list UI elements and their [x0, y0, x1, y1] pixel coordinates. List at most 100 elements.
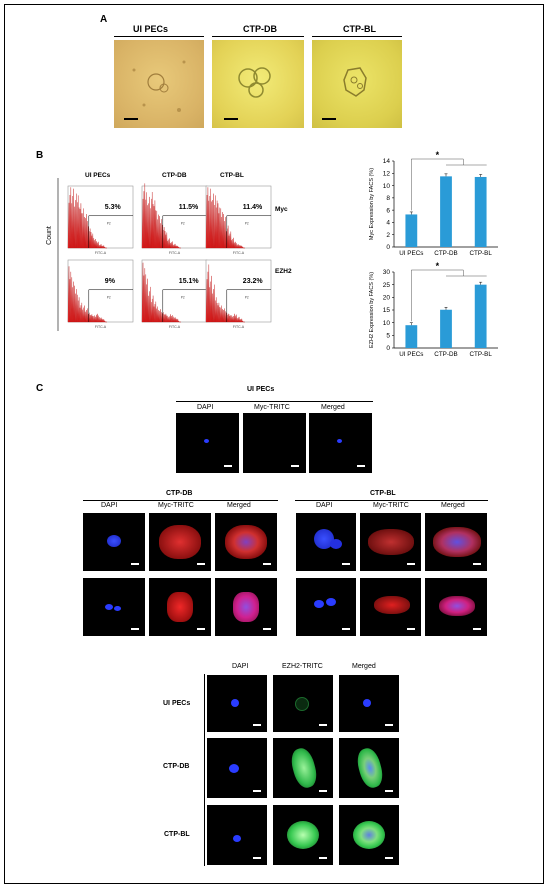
facs-histogram	[67, 266, 107, 323]
c-db-underline	[83, 500, 278, 501]
c-ui-ch-dapi: DAPI	[197, 404, 214, 411]
cell	[225, 525, 267, 559]
y-tick-label: 0	[386, 244, 390, 251]
panel-a-label-bl: CTP-BL	[343, 24, 376, 34]
y-tick-label: 4	[386, 220, 390, 227]
x-tick-label: UI PECs	[399, 351, 423, 358]
scale-bar-a3	[322, 118, 336, 120]
y-tick-label: 2	[386, 232, 390, 239]
panel-a-underline-db	[212, 36, 304, 37]
nucleus	[314, 529, 334, 549]
db-myc-merged-1	[215, 513, 277, 571]
facs-gate-label: P2	[245, 221, 249, 225]
facs-percent: 11.4%	[243, 204, 263, 211]
ezh2-row-ui: UI PECs	[163, 700, 191, 707]
scale-bar	[385, 724, 393, 726]
x-tick-label: UI PECs	[399, 250, 423, 257]
nucleus	[107, 535, 121, 547]
nucleus	[233, 835, 241, 842]
panel-c-letter: C	[36, 383, 44, 394]
ui-myc-tritc	[243, 413, 306, 473]
facs-panel-myc-2: 11.4% P2 FITC-A	[205, 185, 272, 255]
bl-myc-dapi-2	[296, 578, 356, 636]
c-db-ch-myc: Myc-TRITC	[158, 502, 194, 509]
facs-percent: 11.5%	[179, 204, 199, 211]
facs-col-bl: CTP-BL	[220, 172, 244, 179]
scale-bar	[253, 724, 261, 726]
facs-percent: 15.1%	[179, 278, 200, 285]
cell	[439, 596, 475, 616]
y-tick-label: 30	[383, 269, 391, 276]
scale-bar-a1	[124, 118, 138, 120]
facs-x-label: FITC-A	[169, 251, 181, 255]
facs-x-label: FITC-A	[95, 251, 107, 255]
c-ui-ch-merged: Merged	[321, 404, 345, 411]
scale-bar	[385, 857, 393, 859]
scale-bar	[342, 563, 350, 565]
figure-frame	[4, 4, 544, 884]
facs-histogram	[205, 264, 245, 323]
facs-panel-ezh2-0: 9% P2 FITC-A	[67, 259, 134, 329]
panel-b-letter: B	[36, 150, 44, 161]
ezh2-row-db: CTP-DB	[163, 763, 190, 770]
facs-histogram	[141, 262, 181, 323]
y-tick-label: 25	[383, 282, 391, 289]
ezh2-ch-merged: Merged	[352, 663, 376, 670]
scale-bar	[319, 790, 327, 792]
facs-frame	[141, 259, 208, 323]
c-db-ch-dapi: DAPI	[101, 502, 118, 509]
ezh2-bl-dapi	[207, 805, 267, 865]
scale-bar	[253, 790, 261, 792]
ui-myc-dapi	[176, 413, 239, 473]
cell	[354, 745, 386, 791]
c-ui-underline	[176, 401, 373, 402]
scale-bar	[357, 465, 365, 467]
scale-bar	[473, 628, 481, 630]
y-tick-label: 15	[383, 307, 391, 314]
cell	[159, 525, 201, 559]
facs-frame	[205, 259, 272, 323]
y-tick-label: 12	[383, 170, 391, 177]
bar	[474, 176, 487, 247]
c-ui-title: UI PECs	[247, 386, 275, 393]
scale-bar	[197, 628, 205, 630]
y-tick-label: 8	[386, 195, 390, 202]
nucleus	[363, 699, 371, 707]
facs-row-ezh2: EZH2	[275, 268, 292, 275]
scale-bar	[263, 628, 271, 630]
db-myc-merged-2	[215, 578, 277, 636]
bar	[474, 284, 487, 348]
bar	[440, 309, 452, 348]
c-db-ch-merged: Merged	[227, 502, 251, 509]
facs-col-db: CTP-DB	[162, 172, 187, 179]
cell	[374, 596, 410, 614]
bl-myc-tritc-2	[360, 578, 421, 636]
c-bl-title: CTP-BL	[370, 490, 396, 497]
y-tick-label: 20	[383, 295, 391, 302]
cell-sketch-db	[238, 67, 271, 98]
bl-myc-dapi-1	[296, 513, 356, 571]
scale-bar	[342, 628, 350, 630]
scale-bar	[407, 563, 415, 565]
panel-a-underline-ui	[114, 36, 204, 37]
facs-gate-label: P2	[107, 221, 111, 225]
cell	[167, 592, 193, 622]
significance-star: *	[436, 150, 440, 160]
db-myc-dapi-1	[83, 513, 145, 571]
scale-bar	[224, 465, 232, 467]
bar	[440, 176, 452, 247]
facs-row-myc: Myc	[275, 206, 288, 213]
ezh2-row-divider	[204, 674, 205, 866]
scale-bar	[197, 563, 205, 565]
y-tick-label: 14	[383, 158, 391, 165]
facs-panel-ezh2-2: 23.2% P2 FITC-A	[205, 259, 272, 329]
facs-percent: 23.2%	[243, 278, 264, 285]
panel-a-label-ui: UI PECs	[133, 24, 169, 34]
ezh2-bl-merged	[339, 805, 399, 865]
cell	[353, 821, 385, 849]
bar-chart-myc: 0 2 4 6 8 10 12 14 Myc Expression by FACS (%) UI …	[369, 150, 498, 257]
scale-bar	[319, 857, 327, 859]
ezh2-db-merged	[339, 738, 399, 798]
ezh2-bl-tritc	[273, 805, 333, 865]
y-axis-label: EZH2 Expression by FACS (%)	[369, 272, 375, 348]
